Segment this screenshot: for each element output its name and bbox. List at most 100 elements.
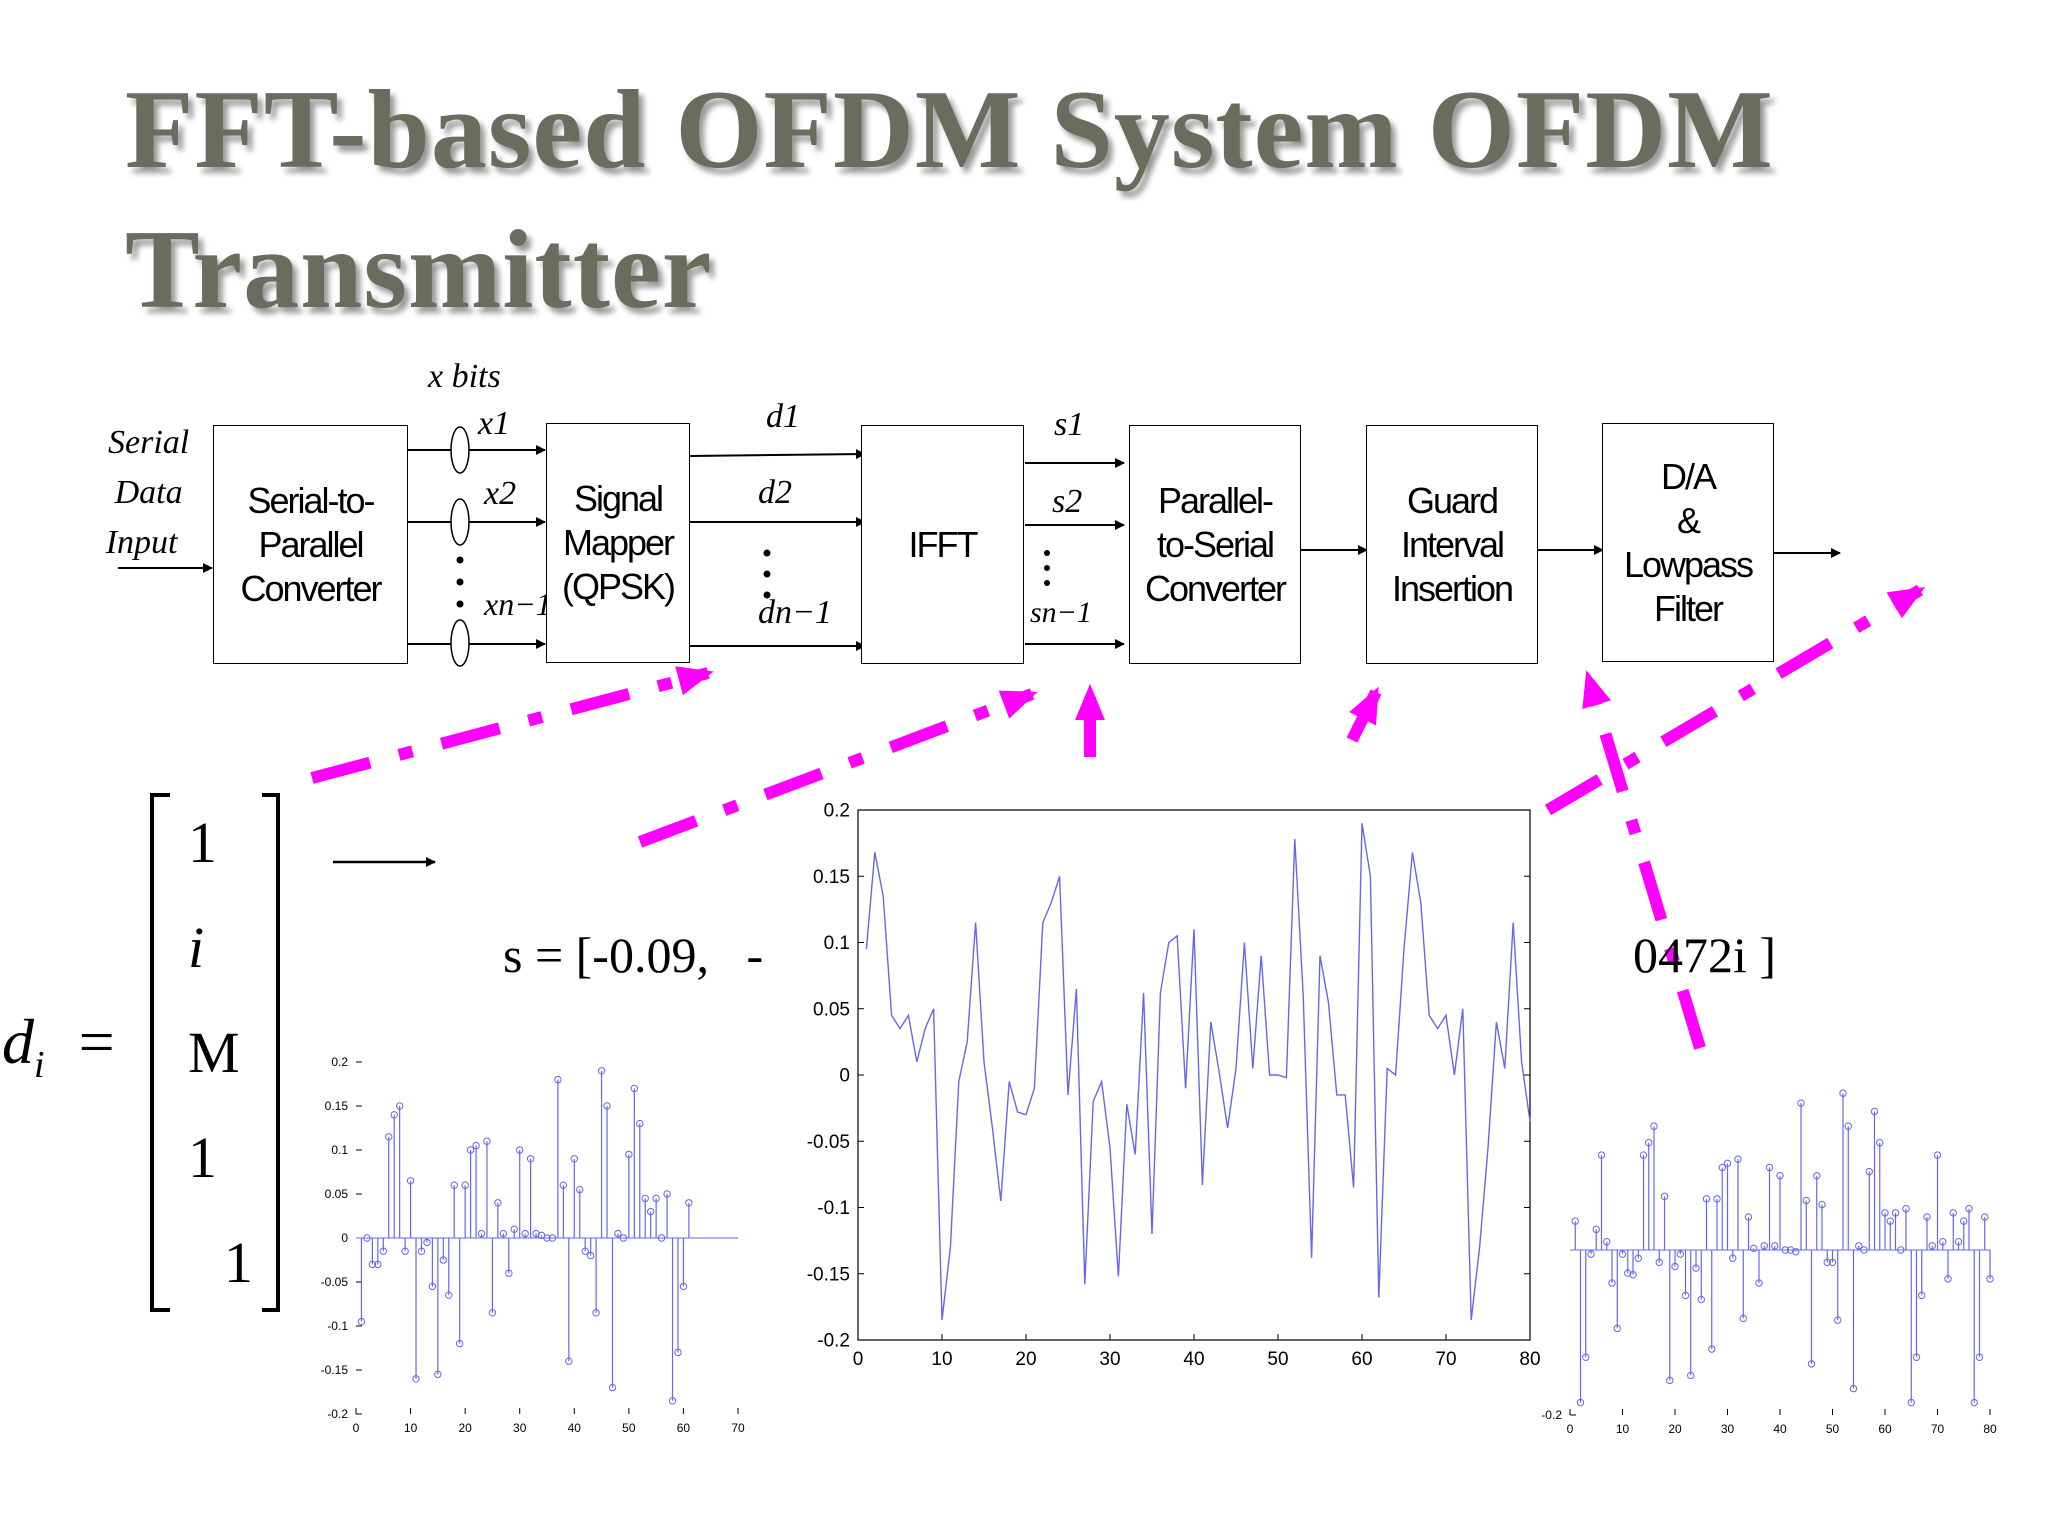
stem-marker (1629, 1271, 1637, 1279)
stem-marker (1697, 1295, 1705, 1304)
y-tick-label: 0.1 (331, 1143, 348, 1157)
s-expression-tail: 0472i ] (1608, 868, 1776, 984)
stem-marker (466, 1146, 475, 1154)
stem-marker (1897, 1246, 1905, 1254)
stem-marker (1750, 1244, 1758, 1253)
x-tick-label: 40 (1183, 1349, 1204, 1370)
stem-marker (1618, 1250, 1627, 1258)
stem-marker (1639, 1151, 1648, 1159)
stem-marker (1828, 1258, 1837, 1267)
x-tick-label: 30 (1099, 1349, 1120, 1370)
x-tick-label: 30 (1721, 1422, 1735, 1436)
stem-marker (1603, 1238, 1611, 1246)
stem-marker (1708, 1345, 1716, 1353)
x-tick-label: 20 (1015, 1349, 1036, 1370)
stem-marker (1944, 1275, 1952, 1283)
stem-marker (586, 1251, 595, 1260)
stem-marker (1855, 1242, 1863, 1250)
stem-marker (390, 1111, 398, 1119)
stem-marker (1729, 1254, 1737, 1262)
stem-marker (1923, 1213, 1931, 1221)
stem-marker (374, 1260, 382, 1269)
stem-marker (576, 1185, 584, 1194)
x2-bit-oval (450, 498, 470, 546)
stem-marker (630, 1084, 639, 1093)
vector-entry-1: 1 (188, 810, 217, 875)
stem-marker (434, 1370, 442, 1379)
vector-entry-i: i (188, 915, 205, 980)
stem-marker (1876, 1139, 1884, 1147)
stem-marker (1933, 1151, 1942, 1159)
stem-marker (1571, 1217, 1579, 1225)
vector-entry-4: 1 (188, 1125, 217, 1190)
stem-marker (363, 1234, 371, 1242)
title-line-1: FFT-based OFDM System OFDM (125, 68, 1774, 192)
d2-label: d2 (758, 474, 792, 511)
s-expression: s = [-0.09, - (478, 868, 763, 984)
stem-marker (570, 1155, 578, 1163)
stem-marker (1582, 1353, 1590, 1361)
stem-marker (439, 1256, 448, 1264)
stem-marker (674, 1348, 682, 1357)
s2-label: s2 (1052, 483, 1083, 520)
stem-marker (1650, 1122, 1658, 1130)
stem-marker (1797, 1099, 1805, 1107)
x-tick-label: 10 (931, 1349, 952, 1370)
guard-interval-label: Guard Interval Insertion (1391, 479, 1514, 609)
stem-marker (461, 1181, 469, 1189)
x-tick-label: 10 (404, 1421, 418, 1435)
x-tick-label: 60 (1351, 1349, 1372, 1370)
stem-marker (395, 1102, 404, 1110)
stem-marker (1645, 1139, 1653, 1147)
stem-marker (1597, 1151, 1606, 1159)
stem-marker (625, 1150, 633, 1159)
stem-marker (1739, 1314, 1747, 1323)
stem-marker (1660, 1192, 1669, 1201)
x-tick-label: 0 (353, 1421, 360, 1435)
stem-marker (1692, 1264, 1700, 1272)
d-ellipsis (763, 549, 771, 599)
x-tick-label: 60 (1878, 1422, 1892, 1436)
x-tick-label: 0 (853, 1349, 864, 1370)
x-tick-label: 70 (1435, 1349, 1456, 1370)
stem-marker (641, 1194, 649, 1203)
stem-marker (608, 1383, 617, 1392)
stem-marker (1818, 1200, 1826, 1209)
x2-label: x2 (484, 475, 517, 512)
stem-marker (668, 1397, 677, 1405)
stem-marker (1975, 1353, 1984, 1361)
stem-marker (1807, 1360, 1816, 1368)
stem-marker (417, 1247, 426, 1255)
stem-marker (499, 1229, 508, 1238)
stem-marker (685, 1199, 693, 1207)
stem-marker (445, 1291, 453, 1299)
stem-marker (455, 1339, 464, 1348)
stem-marker (1666, 1376, 1674, 1385)
stem-marker (548, 1234, 557, 1242)
x-tick-label: 60 (677, 1421, 691, 1435)
stem-marker (559, 1181, 568, 1189)
lhs-sub: i (34, 1043, 45, 1086)
y-tick-label: -0.2 (1541, 1408, 1562, 1422)
dn-label: dn−1 (758, 594, 832, 631)
vector-entry-5: 1 (224, 1230, 253, 1295)
y-tick-label: 0.15 (325, 1099, 349, 1113)
title-line-2: Transmitter (125, 208, 713, 332)
stem-marker (1802, 1196, 1810, 1205)
stem-marker (1881, 1209, 1889, 1217)
x-tick-label: 70 (731, 1421, 745, 1435)
pointer-arrows (310, 584, 1926, 1050)
stem-marker (423, 1238, 431, 1247)
x-tick-label: 80 (1519, 1349, 1540, 1370)
stem-marker (619, 1234, 628, 1242)
x-tick-label: 30 (513, 1421, 527, 1435)
s-expression-text: s = [-0.09, - (503, 927, 764, 983)
stem-marker (516, 1146, 524, 1154)
y-tick-label: 0 (341, 1231, 348, 1245)
stem-marker (488, 1309, 497, 1317)
stem-marker (657, 1234, 666, 1242)
parallel-to-serial-block: Parallel- to-Serial Converter (1129, 425, 1301, 664)
x1-bit-oval (450, 426, 470, 474)
